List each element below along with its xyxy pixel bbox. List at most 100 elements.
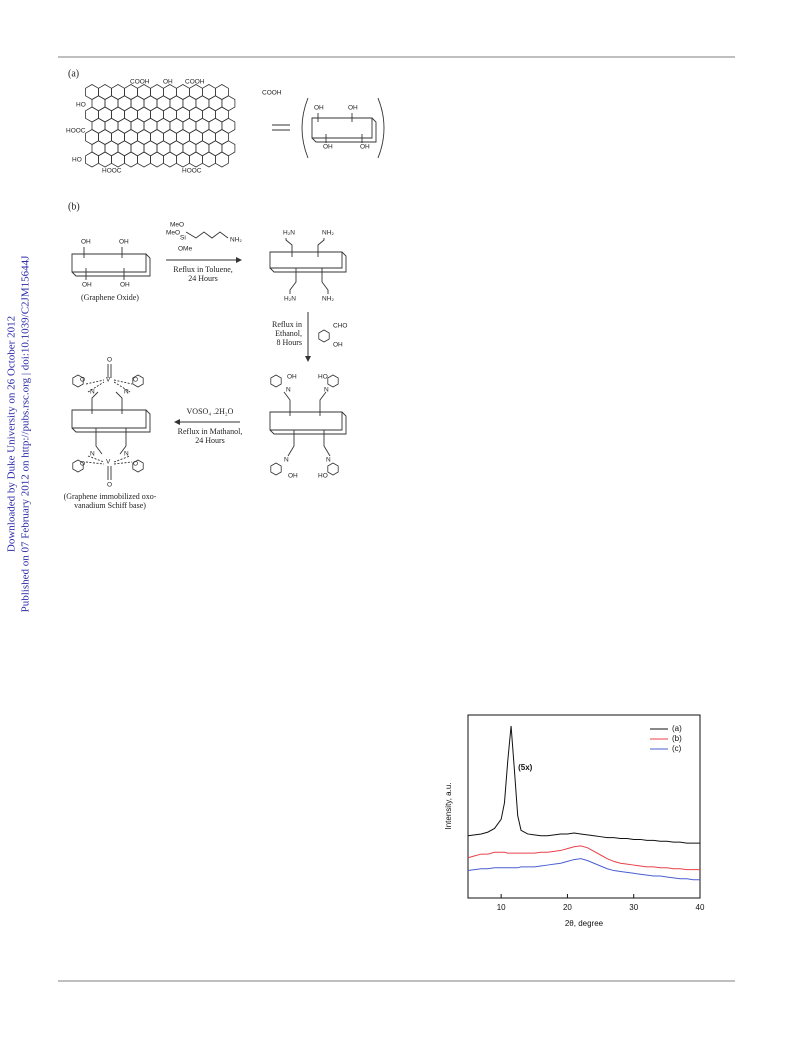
- group-label: O: [80, 377, 85, 384]
- group-label: OH: [120, 282, 130, 289]
- hexagon: [162, 151, 177, 168]
- group-label: NH₂: [322, 230, 334, 237]
- benzene-ring: [270, 462, 282, 476]
- x-tick-label: 30: [629, 903, 638, 912]
- hexagon: [201, 151, 216, 168]
- group-label: OH: [163, 79, 173, 86]
- bracket: [301, 97, 309, 159]
- group-label: HOOC: [182, 168, 202, 175]
- group-label: OH: [348, 105, 358, 112]
- group-label: OH: [323, 144, 333, 151]
- annotation: (5x): [518, 763, 533, 772]
- condition: 8 Hours: [276, 338, 302, 347]
- group-label: HO: [318, 374, 328, 381]
- group-label: OMe: [178, 246, 192, 253]
- legend-label: (c): [672, 744, 682, 753]
- arrowhead: [174, 419, 180, 425]
- sheet: [269, 238, 347, 294]
- series-line: [467, 845, 700, 871]
- group-label: OH: [314, 105, 324, 112]
- sheet: [311, 113, 377, 143]
- condition: Reflux in Toluene,: [173, 265, 233, 274]
- group-label: Si: [180, 235, 186, 242]
- legend-label: (a): [672, 724, 682, 733]
- group-label: OH: [119, 239, 129, 246]
- condition: Reflux in Mathanol,: [178, 427, 243, 436]
- panel-label: (a): [68, 68, 79, 79]
- benzene-ring: [327, 462, 339, 476]
- group-label: O: [107, 357, 112, 364]
- group-label: COOH: [262, 90, 282, 97]
- hexagon: [137, 151, 151, 168]
- group-label: O: [133, 461, 138, 468]
- group-label: HO: [76, 102, 86, 109]
- side-note: Published on 07 February 2012 on http://…: [20, 255, 32, 612]
- group-label: NH₂: [322, 296, 334, 303]
- group-label: HOOC: [66, 128, 86, 135]
- legend-label: (b): [672, 734, 682, 743]
- hexagon: [98, 151, 112, 168]
- benzene-ring: [72, 459, 84, 473]
- compound-name: (Graphene immobilized oxo-: [64, 492, 157, 501]
- group-label: N: [124, 389, 129, 396]
- group-label: MeO: [166, 230, 180, 237]
- hexagon: [124, 151, 138, 168]
- group-label: OH: [82, 282, 92, 289]
- xrd-chart: Intensity, a.u. 2θ, degree 10 20 30 40 (a)(b…: [444, 714, 705, 928]
- rings: [72, 329, 339, 476]
- arrowhead: [236, 257, 242, 263]
- x-tick-label: 40: [696, 903, 705, 912]
- group-label: O: [133, 377, 138, 384]
- series-line: [467, 858, 700, 881]
- graphene-lattice: [85, 84, 236, 168]
- benzene-ring: [132, 459, 144, 473]
- group-label: N: [90, 451, 95, 458]
- group-label: O: [80, 461, 85, 468]
- condition: Ethanol,: [275, 329, 302, 338]
- group-label: N: [324, 387, 329, 394]
- group-label: O: [107, 482, 112, 489]
- group-label: OH: [360, 144, 370, 151]
- condition: VOSO₄ .2H₂O: [187, 407, 234, 416]
- condition: Reflux in: [272, 320, 302, 329]
- sheet: [269, 391, 347, 457]
- x-tick-label: 20: [563, 903, 572, 912]
- group-label: OH: [287, 374, 297, 381]
- group-label: HO: [318, 473, 328, 480]
- x-tick-label: 10: [497, 903, 506, 912]
- benzene-ring: [318, 329, 330, 343]
- compound-name: (Graphene Oxide): [81, 293, 139, 302]
- benzene-ring: [72, 374, 84, 388]
- group-label: COOH: [130, 79, 150, 86]
- silane-chain: [185, 231, 229, 239]
- group-label: V: [106, 377, 111, 384]
- side-note: Downloaded by Duke University on 26 Octo…: [6, 316, 18, 552]
- hexagon: [175, 151, 190, 168]
- condition: 24 Hours: [188, 274, 218, 283]
- group-label: N: [90, 389, 95, 396]
- group-label: HO: [72, 157, 82, 164]
- group-label: COOH: [185, 79, 205, 86]
- group-label: OH: [288, 473, 298, 480]
- group-label: H₂N: [284, 296, 296, 303]
- group-label: NH₂: [230, 237, 242, 244]
- group-label: CHO: [333, 323, 347, 330]
- hexagon: [150, 151, 164, 168]
- bracket: [377, 97, 385, 159]
- series-line: [467, 725, 700, 844]
- group-label: MeO: [170, 222, 184, 229]
- benzene-ring: [132, 374, 144, 388]
- benzene-ring: [327, 374, 339, 388]
- sheet: [71, 247, 151, 280]
- plot-frame: [467, 714, 701, 899]
- sheet: [71, 364, 151, 480]
- group-label: OH: [333, 342, 343, 349]
- group-label: N: [286, 387, 291, 394]
- hexagon: [85, 151, 99, 168]
- y-axis-label: Intensity, a.u.: [444, 783, 453, 830]
- arrowhead: [305, 356, 311, 362]
- compound-name: vanadium Schiff base): [74, 501, 146, 510]
- group-label: H₂N: [283, 230, 295, 237]
- hexagon: [188, 151, 203, 168]
